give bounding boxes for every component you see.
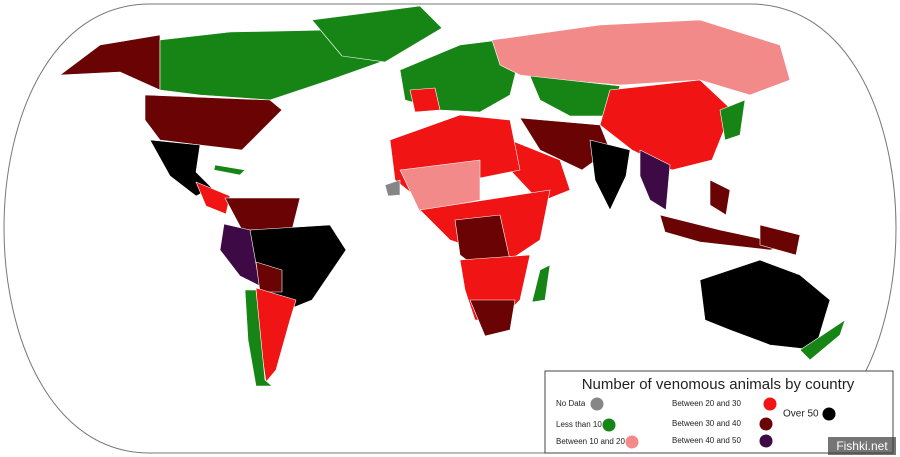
region xyxy=(311,5,443,63)
region xyxy=(639,149,671,211)
region xyxy=(384,179,401,197)
region xyxy=(244,289,273,387)
legend-label: Between 30 and 40 xyxy=(672,419,741,428)
region xyxy=(399,159,481,213)
legend-label: Between 10 and 20 xyxy=(556,437,625,446)
legend-swatch xyxy=(590,397,604,411)
legend: No Data Less than 10 Between 10 and 20 Betw… xyxy=(556,397,836,449)
legend-swatch xyxy=(759,417,773,431)
region xyxy=(589,139,631,211)
region xyxy=(144,94,283,151)
region xyxy=(659,214,791,251)
region xyxy=(709,179,731,216)
region xyxy=(219,223,261,287)
legend-swatch xyxy=(625,435,639,449)
region xyxy=(719,99,746,141)
regions xyxy=(59,5,846,387)
legend-swatch xyxy=(822,407,836,421)
legend-label: Over 50 xyxy=(783,409,819,420)
region xyxy=(195,181,231,215)
region xyxy=(599,79,733,171)
legend-swatch xyxy=(759,434,773,448)
legend-title: Number of venomous animals by country xyxy=(582,376,855,393)
legend-label: Between 40 and 50 xyxy=(672,436,741,445)
legend-swatch xyxy=(763,397,777,411)
legend-label: Between 20 and 30 xyxy=(672,399,741,408)
legend-label: No Data xyxy=(556,399,586,408)
region xyxy=(799,319,846,361)
region xyxy=(409,87,441,113)
region xyxy=(759,224,801,256)
region xyxy=(255,261,283,293)
legend-swatch xyxy=(602,418,616,432)
region xyxy=(531,264,551,303)
watermark: Fishki.net xyxy=(836,439,888,453)
region xyxy=(491,19,791,96)
legend-label: Less than 10 xyxy=(556,420,602,429)
region xyxy=(529,75,621,117)
region xyxy=(469,299,516,337)
watermark-bg xyxy=(828,437,896,455)
region xyxy=(213,164,246,176)
